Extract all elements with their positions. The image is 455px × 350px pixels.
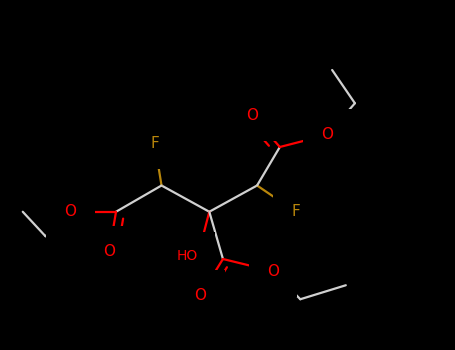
Text: HO: HO (177, 248, 198, 262)
Text: F: F (150, 136, 159, 151)
Text: O: O (267, 264, 279, 279)
Text: O: O (322, 127, 334, 142)
Text: F: F (291, 204, 300, 219)
Text: O: O (194, 288, 206, 303)
Text: O: O (103, 245, 115, 259)
Text: O: O (247, 108, 258, 123)
Text: O: O (65, 204, 76, 219)
